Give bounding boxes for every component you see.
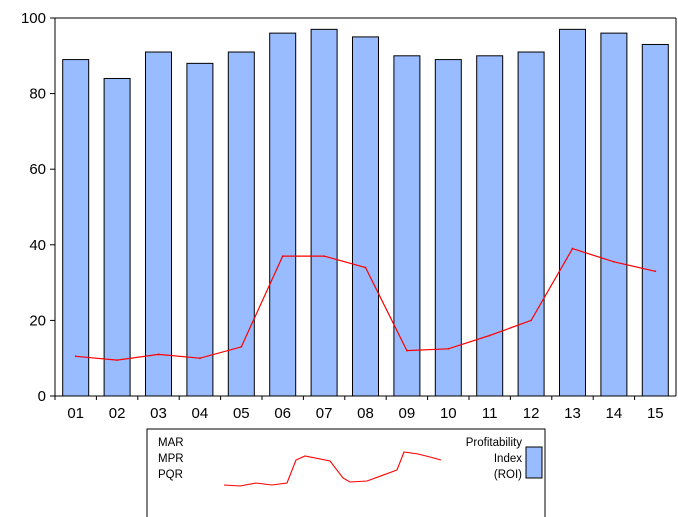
x-tick-label: 03 — [150, 405, 167, 422]
line-point-01 — [74, 355, 77, 358]
bar-15 — [641, 43, 669, 397]
bar-11 — [476, 55, 504, 397]
x-tick-label: 05 — [233, 405, 250, 422]
line-point-11 — [488, 334, 491, 337]
x-tick-label: 06 — [274, 405, 291, 422]
bar-06 — [269, 32, 297, 397]
legend-box — [146, 428, 546, 517]
legend-bar-label-line: (ROI) — [494, 469, 522, 481]
bar-09 — [393, 55, 421, 397]
x-tick-label: 02 — [109, 405, 126, 422]
y-tick-label: 60 — [29, 161, 46, 178]
x-tick-label: 12 — [523, 405, 540, 422]
bar-05 — [227, 51, 255, 397]
line-point-07 — [323, 255, 325, 258]
legend-bar-label-line: Profitability — [466, 437, 522, 449]
line-point-05 — [240, 345, 243, 348]
bar-07 — [310, 28, 338, 397]
legend-bar-label-line: Index — [494, 453, 522, 465]
line-point-12 — [530, 319, 532, 322]
x-tick-label: 04 — [192, 405, 209, 422]
y-tick-label: 100 — [21, 10, 46, 27]
bar-13 — [559, 28, 586, 397]
line-point-14 — [613, 260, 615, 263]
line-point-08 — [364, 266, 367, 269]
x-tick-label: 14 — [606, 405, 623, 422]
y-tick-label: 80 — [29, 86, 46, 103]
legend: MAR MPR PQR Profitability Index (ROI) — [146, 428, 546, 517]
x-tick-label: 07 — [316, 405, 333, 422]
plot-area: 0 20 40 60 80 100 01 02 03 04 05 06 07 08 09 10 11 12 13 14… — [21, 10, 677, 422]
x-tick-label: 13 — [564, 405, 581, 422]
x-tick-label: 10 — [440, 405, 457, 422]
legend-label-mpr: MPR — [158, 453, 184, 465]
legend-bar-swatch — [525, 446, 543, 479]
line-point-02 — [116, 359, 118, 361]
y-tick-label: 0 — [38, 388, 46, 405]
bar-14 — [600, 32, 628, 397]
x-tick-label: 11 — [482, 405, 498, 422]
y-tick-label: 40 — [29, 237, 46, 254]
x-tick-label: 09 — [399, 405, 416, 422]
legend-line-sample — [223, 451, 442, 487]
line-point-04 — [199, 357, 201, 360]
bar-04 — [186, 62, 214, 397]
x-tick-label: 08 — [357, 405, 374, 422]
bar-08 — [352, 36, 379, 397]
bar-12 — [517, 51, 545, 397]
line-point-10 — [447, 347, 450, 350]
x-tick-label: 15 — [647, 405, 664, 422]
legend-label-pqr: PQR — [158, 469, 183, 481]
bar-01 — [62, 59, 90, 397]
y-tick-label: 20 — [29, 312, 46, 329]
line-point-09 — [406, 349, 408, 352]
x-tick-label: 01 — [67, 405, 84, 422]
legend-label-mar: MAR — [158, 437, 184, 449]
bar-02 — [103, 77, 131, 397]
line-point-06 — [281, 255, 284, 258]
line-point-15 — [654, 270, 657, 273]
line-point-13 — [571, 247, 574, 250]
line-point-03 — [157, 353, 160, 356]
bar-03 — [145, 51, 172, 397]
